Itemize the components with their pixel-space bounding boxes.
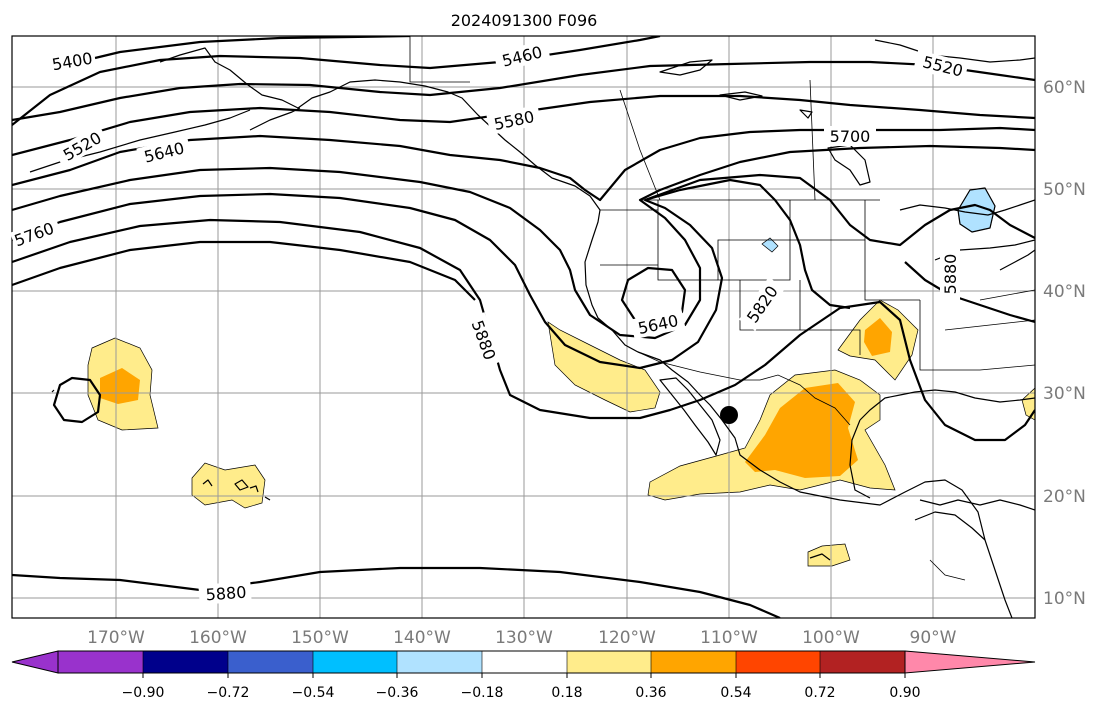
lat-label: 10°N — [1043, 589, 1086, 609]
colorbar-segment — [313, 651, 397, 673]
colorbar: −0.90 −0.72 −0.54 −0.36 −0.18 0.18 0.36 … — [11, 650, 1036, 701]
colorbar-segment — [58, 651, 143, 673]
lon-label: 150°W — [291, 628, 349, 648]
colorbar-tick: −0.90 — [122, 685, 165, 701]
lon-label: 120°W — [598, 628, 656, 648]
colorbar-tick: 0.90 — [889, 685, 920, 701]
colorbar-tick: −0.36 — [376, 685, 419, 701]
anomaly-shading — [87, 187, 1035, 567]
colorbar-segment — [820, 651, 905, 673]
lat-label: 30°N — [1043, 384, 1086, 404]
borders — [409, 36, 1035, 581]
colorbar-tick: 0.72 — [804, 685, 835, 701]
colorbar-dividers — [142, 651, 821, 673]
lon-label: 90°W — [910, 628, 957, 648]
colorbar-segment — [397, 651, 482, 673]
colorbar-segment — [736, 651, 820, 673]
lat-label: 20°N — [1043, 487, 1086, 507]
lat-label: 50°N — [1043, 180, 1086, 200]
lat-label: 60°N — [1043, 78, 1086, 98]
colorbar-tick: −0.18 — [461, 685, 504, 701]
contour-label: 5700 — [830, 127, 871, 146]
colorbar-tick: −0.72 — [207, 685, 250, 701]
colorbar-segment — [651, 651, 736, 673]
colorbar-tick-marks — [142, 673, 906, 678]
colorbar-segment — [143, 651, 228, 673]
colorbar-segment — [567, 651, 651, 673]
lon-label: 140°W — [393, 628, 451, 648]
longitude-labels: 170°W 160°W 150°W 140°W 130°W 120°W 110°… — [87, 628, 957, 648]
colorbar-tick: 0.54 — [720, 685, 751, 701]
lon-label: 170°W — [87, 628, 145, 648]
colorbar-arrow-right — [904, 650, 1036, 674]
lon-label: 160°W — [189, 628, 247, 648]
map-frame — [11, 35, 1036, 619]
colorbar-tick: 0.18 — [551, 685, 582, 701]
latitude-labels: 60°N 50°N 40°N 30°N 20°N 10°N — [1043, 78, 1086, 609]
contour-label: 5880 — [941, 254, 960, 295]
lat-label: 40°N — [1043, 282, 1086, 302]
colorbar-segment — [482, 651, 567, 673]
colorbar-tick: −0.54 — [292, 685, 335, 701]
lon-label: 130°W — [495, 628, 553, 648]
colorbar-tick: 0.36 — [635, 685, 666, 701]
colorbar-segment — [228, 651, 313, 673]
lon-label: 100°W — [802, 628, 860, 648]
colorbar-arrow-left — [11, 650, 59, 674]
contour-label: 5880 — [205, 583, 247, 605]
map-title: 2024091300 F096 — [451, 11, 598, 30]
height-contours — [12, 36, 1035, 618]
lon-label: 110°W — [700, 628, 758, 648]
storm-center-icon — [720, 406, 738, 424]
